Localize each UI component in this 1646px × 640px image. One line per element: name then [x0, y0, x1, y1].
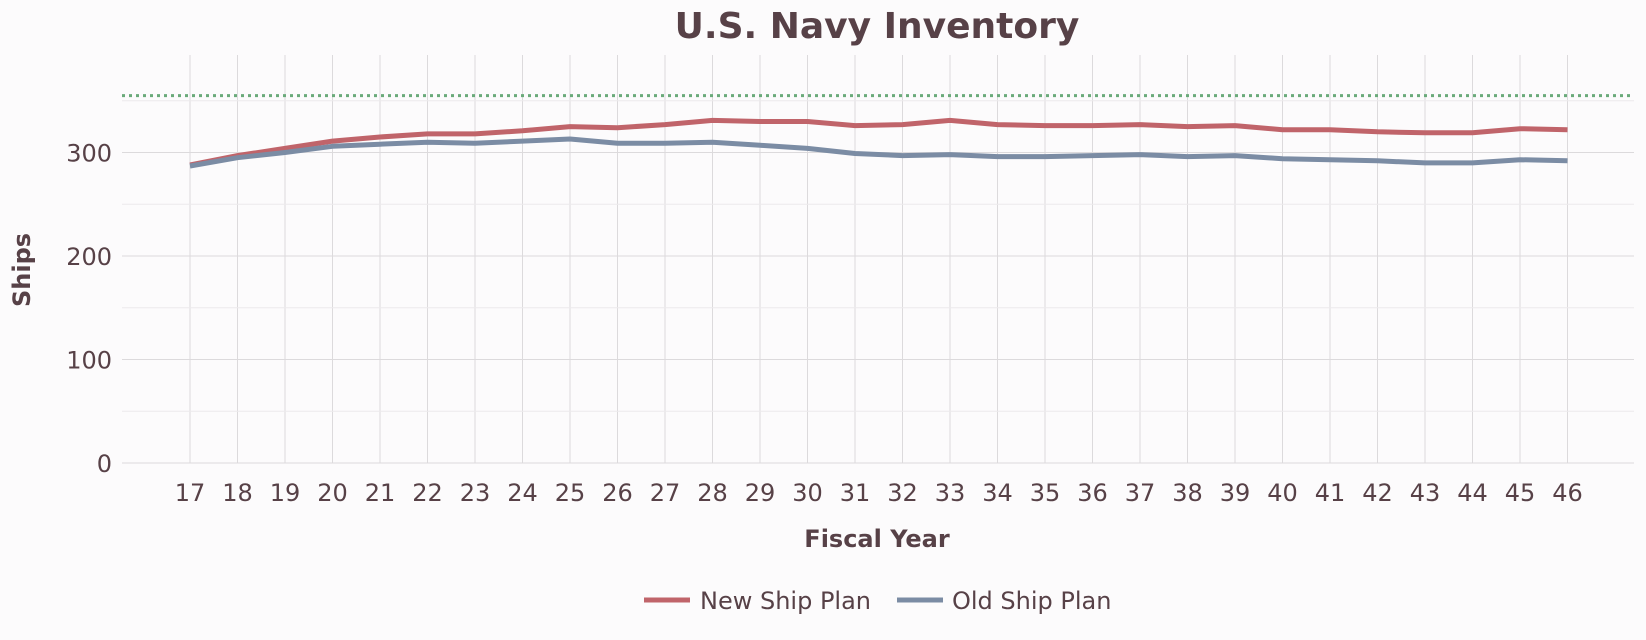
legend-label: Old Ship Plan: [952, 587, 1111, 615]
x-tick-label: 46: [1552, 479, 1583, 507]
x-tick-label: 34: [982, 479, 1013, 507]
x-tick-label: 37: [1125, 479, 1156, 507]
y-tick-label: 200: [66, 243, 112, 271]
x-tick-label: 31: [840, 479, 871, 507]
x-tick-label: 30: [792, 479, 823, 507]
x-tick-label: 33: [935, 479, 966, 507]
x-tick-label: 22: [412, 479, 443, 507]
x-tick-label: 29: [745, 479, 776, 507]
x-tick-label: 27: [650, 479, 681, 507]
y-tick-label: 300: [66, 140, 112, 168]
series-line-old-ship-plan: [189, 136, 1568, 169]
y-axis-title: Ships: [8, 233, 36, 307]
x-tick-labels: 17 18 19 20 21 22 23 24 25 26 27 28 29 30 31 32 33 34 35 36…: [175, 479, 1583, 507]
x-tick-label: 36: [1077, 479, 1108, 507]
x-axis-title: Fiscal Year: [804, 525, 950, 553]
x-tick-label: 45: [1505, 479, 1536, 507]
x-tick-label: 20: [317, 479, 348, 507]
y-tick-labels: 0 100 200 300: [66, 140, 112, 479]
x-tick-label: 28: [697, 479, 728, 507]
x-tick-label: 32: [887, 479, 918, 507]
legend: New Ship Plan Old Ship Plan: [644, 587, 1111, 615]
series-lines: [189, 117, 1568, 169]
grid: [122, 55, 1634, 464]
x-tick-label: 44: [1457, 479, 1488, 507]
chart-title: U.S. Navy Inventory: [675, 6, 1080, 47]
x-tick-label: 43: [1410, 479, 1441, 507]
y-tick-label: 0: [97, 450, 112, 478]
x-tick-label: 41: [1315, 479, 1346, 507]
x-tick-label: 38: [1172, 479, 1203, 507]
x-tick-label: 35: [1030, 479, 1061, 507]
x-tick-label: 25: [555, 479, 586, 507]
x-tick-label: 23: [460, 479, 491, 507]
series-line-new-ship-plan: [189, 117, 1568, 168]
x-tick-label: 40: [1267, 479, 1298, 507]
x-tick-label: 24: [507, 479, 538, 507]
y-tick-label: 100: [66, 347, 112, 375]
x-tick-label: 17: [175, 479, 206, 507]
x-tick-label: 42: [1362, 479, 1393, 507]
x-tick-label: 39: [1220, 479, 1251, 507]
x-tick-label: 18: [222, 479, 253, 507]
legend-label: New Ship Plan: [700, 587, 871, 615]
x-tick-label: 26: [602, 479, 633, 507]
x-tick-label: 19: [270, 479, 301, 507]
x-tick-label: 21: [365, 479, 396, 507]
